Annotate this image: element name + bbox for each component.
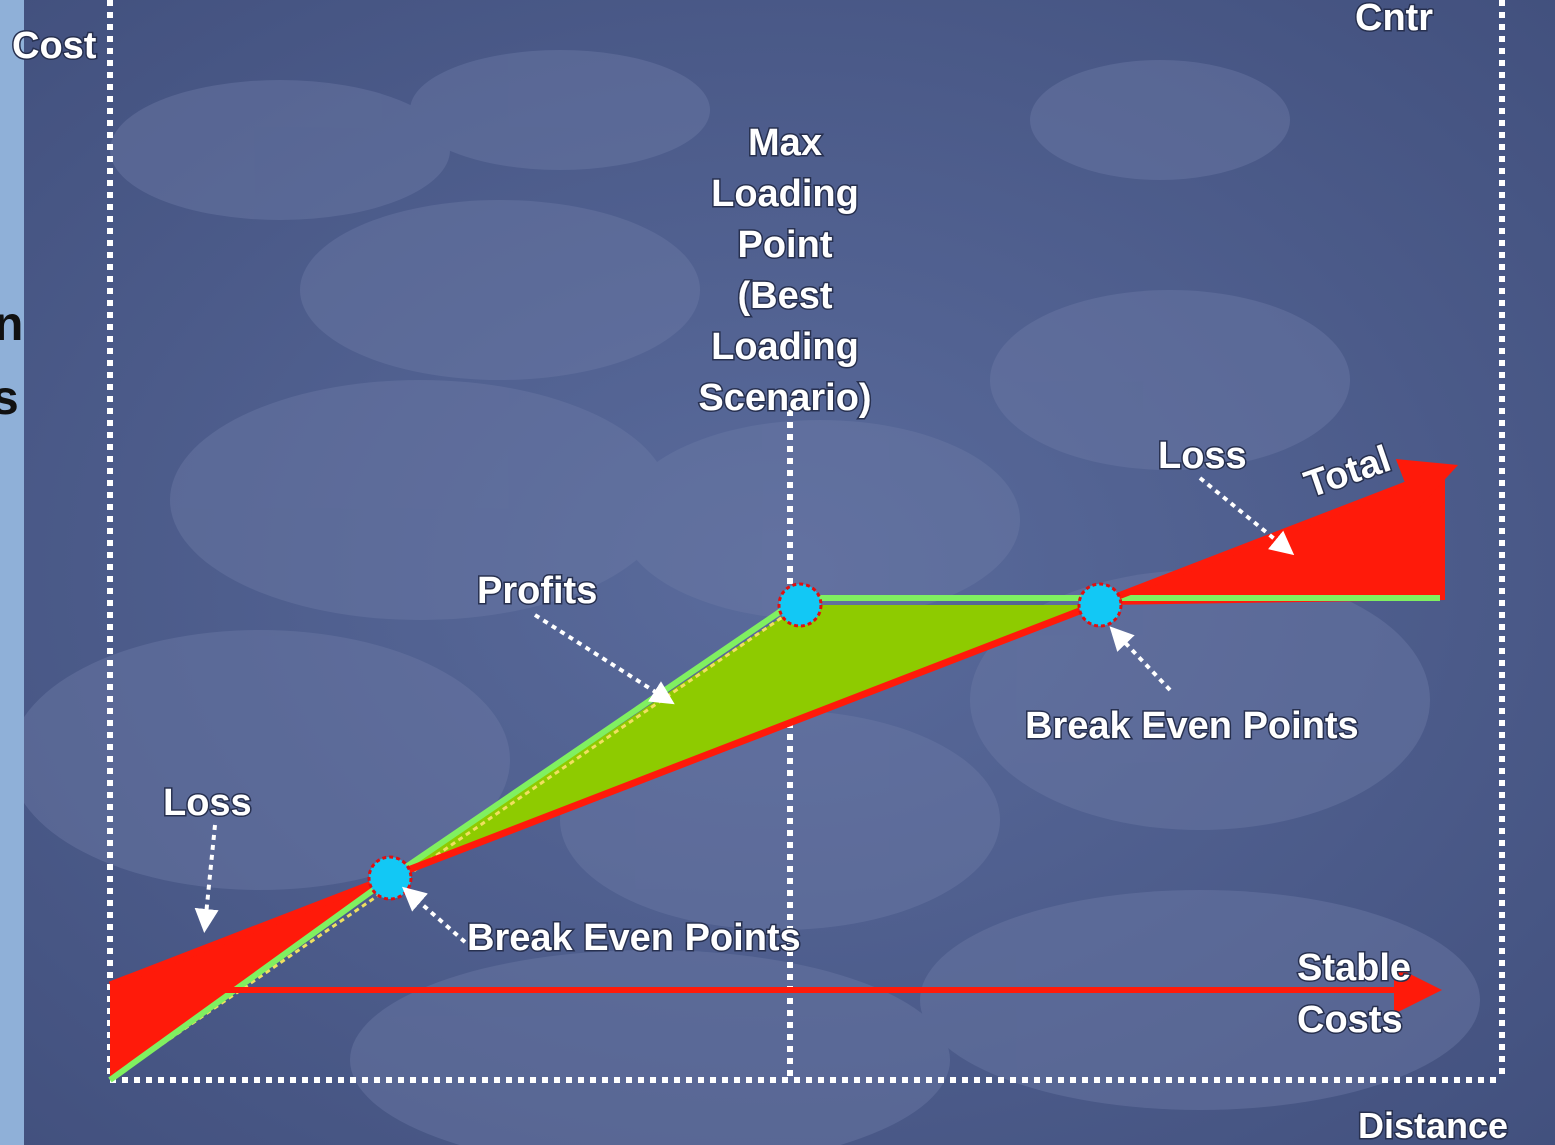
edge-fragment: n [0,298,23,351]
loss-label: Loss [163,782,252,824]
break-even-point [1077,582,1123,628]
label-line: (Best [737,275,832,317]
break-points [367,582,1123,901]
y-axis-label: Cost [12,25,97,67]
pointer-arrow [1198,476,1295,556]
pointer-arrow [533,613,675,705]
dotted-guide [109,603,801,1082]
break-even-label: Break Even Points [1025,705,1359,747]
loss-label: Loss [1158,435,1247,477]
label-line: Loading [711,326,859,368]
label-line: Scenario) [698,377,871,419]
break-even-point [367,855,413,901]
label-line: Loading [711,173,859,215]
edge-fragment: s [0,372,19,425]
max-loading-point [777,582,823,628]
pointer-arrow [401,886,467,944]
stable-costs-label: Stable [1297,947,1411,989]
corner-label: Cntr [1355,0,1433,39]
stable-costs-label: Costs [1297,999,1403,1041]
label-line: Max [748,122,822,164]
left-strip [0,0,24,1145]
profits-label: Profits [477,570,597,612]
total-cost-line [108,458,1459,989]
pointer-arrow [1109,626,1172,692]
max-loading-label: Max Loading Point (Best Loading Scenario… [697,121,873,421]
label-line: Point [738,224,833,266]
break-even-label: Break Even Points [467,917,801,959]
pointer-arrow [194,824,219,933]
x-axis-label: Distance [1358,1105,1508,1145]
